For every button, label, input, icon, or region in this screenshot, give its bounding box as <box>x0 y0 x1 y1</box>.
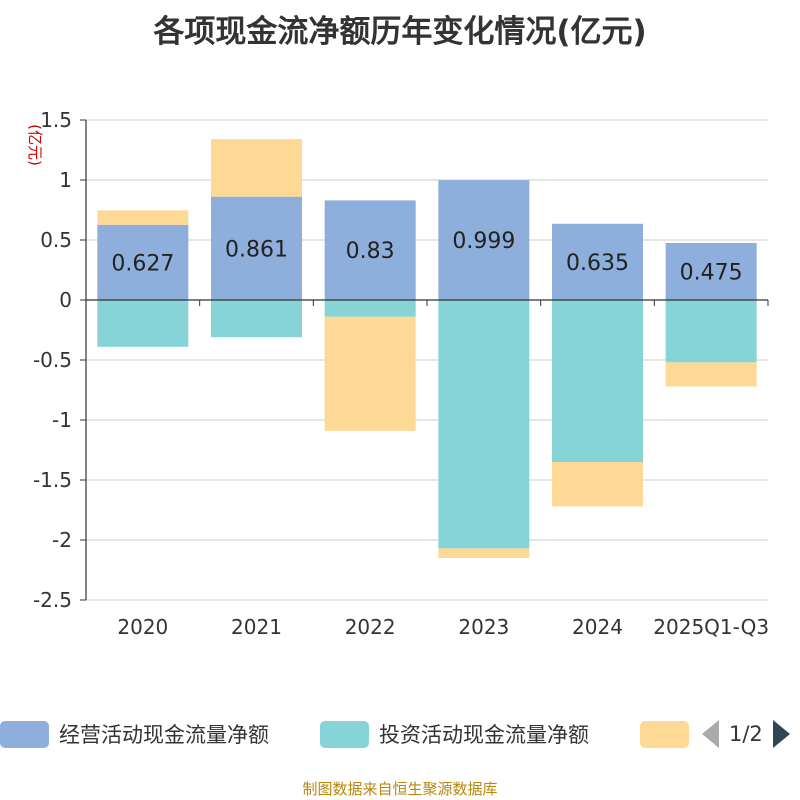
bar-2022-series-2 <box>324 316 416 431</box>
x-tick-label: 2025Q1-Q3 <box>653 615 769 639</box>
bar-2025Q1-Q3-series-2 <box>665 362 757 387</box>
legend-item-financing[interactable] <box>640 714 689 754</box>
bar-2023-series-1 <box>438 300 530 549</box>
data-source-note: 制图数据来自恒生聚源数据库 <box>302 780 498 798</box>
chart-area: 1.5 1 0.5 0 -0.5 -1 -1.5 -2 -2.5 (亿元) 0.627 2020 0.8… <box>26 108 769 639</box>
legend-swatch-investing <box>320 720 369 748</box>
y-tick-label: -2.5 <box>33 588 72 612</box>
bar-2020-series-2 <box>97 210 189 225</box>
data-label-2021: 0.861 <box>225 237 288 262</box>
bar-2022-series-0 <box>324 200 416 300</box>
chevron-right-icon[interactable] <box>772 720 790 748</box>
bar-2021-series-1 <box>211 300 302 338</box>
axes <box>80 119 769 601</box>
legend-item-investing[interactable]: 投资活动现金流量净额 <box>320 714 589 754</box>
bars <box>97 139 757 558</box>
x-tick-label: 2022 <box>345 615 396 639</box>
x-tick-label: 2020 <box>117 615 168 639</box>
legend-pager: 1/2 <box>702 714 790 754</box>
chevron-left-icon[interactable] <box>702 720 719 748</box>
y-tick-label: 0 <box>59 288 72 312</box>
legend-swatch-financing <box>640 720 689 748</box>
data-label-2022: 0.83 <box>346 239 395 264</box>
legend-swatch-operating <box>0 720 49 748</box>
data-label-2020: 0.627 <box>111 251 174 276</box>
y-tick-label: -1 <box>52 408 72 432</box>
labels: 1.5 1 0.5 0 -0.5 -1 -1.5 -2 -2.5 (亿元) 0.627 2020 0.8… <box>26 108 769 639</box>
x-tick-label: 2024 <box>572 615 623 639</box>
legend-label-investing: 投资活动现金流量净额 <box>379 723 589 747</box>
bar-2020-series-0 <box>97 224 189 300</box>
bar-2025Q1-Q3-series-0 <box>665 243 757 300</box>
x-tick-label: 2021 <box>231 615 282 639</box>
chart-title: 各项现金流净额历年变化情况(亿元) <box>153 14 647 50</box>
legend-page-indicator: 1/2 <box>729 722 763 746</box>
bar-2023-series-0 <box>438 180 530 300</box>
data-label-2024: 0.635 <box>566 251 629 276</box>
bar-2024-series-2 <box>552 462 643 507</box>
bar-2022-series-1 <box>324 300 416 317</box>
y-tick-label: 0.5 <box>40 228 72 252</box>
x-tick-label: 2023 <box>458 615 509 639</box>
legend-item-operating[interactable]: 经营活动现金流量净额 <box>0 714 269 754</box>
y-axis-unit-label: (亿元) <box>26 124 44 166</box>
y-tick-label: 1 <box>59 168 72 192</box>
data-label-2023: 0.999 <box>452 229 515 254</box>
y-tick-label: 1.5 <box>40 108 72 132</box>
y-tick-label: -2 <box>52 528 72 552</box>
bar-2021-series-0 <box>211 196 302 300</box>
bar-2025Q1-Q3-series-1 <box>665 300 757 363</box>
bar-2024-series-0 <box>552 223 643 300</box>
bar-2020-series-1 <box>97 300 189 347</box>
y-tick-label: -0.5 <box>33 348 72 372</box>
bar-2024-series-1 <box>552 300 643 462</box>
bar-2023-series-2 <box>438 548 530 558</box>
data-label-2025Q1-Q3: 0.475 <box>680 261 743 286</box>
bar-2021-series-2 <box>211 139 302 197</box>
legend: 经营活动现金流量净额 投资活动现金流量净额 1/2 <box>0 714 800 754</box>
legend-label-operating: 经营活动现金流量净额 <box>59 723 269 747</box>
y-tick-label: -1.5 <box>33 468 72 492</box>
